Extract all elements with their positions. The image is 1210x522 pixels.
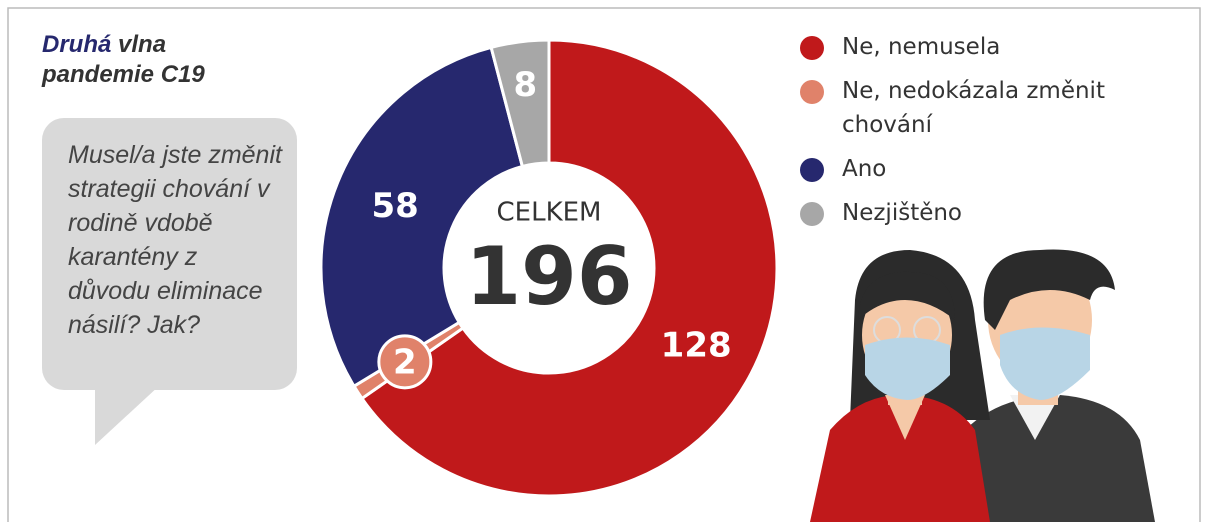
donut-segment [359, 38, 779, 498]
legend: Ne, nemusela Ne, nedokázala změnit chován… [800, 30, 1180, 240]
frame [7, 7, 1201, 522]
legend-item: Ne, nemusela [800, 30, 1142, 64]
legend-label: Nezjištěno [842, 200, 963, 226]
center-total: 196 [466, 230, 633, 323]
illustration [810, 249, 1155, 522]
donut-segment [489, 38, 551, 169]
data-label: 128 [661, 325, 732, 365]
legend-dot [800, 36, 824, 60]
center-label: CELKEM [497, 198, 602, 228]
legend-item: Ano [800, 152, 1142, 186]
legend-label: Ne, nedokázala změnit chování [842, 78, 1105, 138]
data-label: 8 [514, 65, 538, 105]
legend-dot [800, 202, 824, 226]
legend-dot [800, 80, 824, 104]
data-label: 58 [371, 186, 418, 226]
donut-segment [319, 45, 525, 389]
legend-dot [800, 158, 824, 182]
legend-item: Nezjištěno [800, 196, 1142, 230]
title: Druhá vlna pandemie C19 [42, 30, 242, 90]
legend-label: Ano [842, 156, 887, 182]
label-badge [377, 334, 433, 390]
data-label: 2 [393, 342, 417, 382]
speech-bubble [42, 118, 297, 445]
legend-label: Ne, nemusela [842, 34, 1001, 60]
title-emphasis: Druhá [42, 31, 112, 58]
question: Musel/a jste změnit strategii chování v … [68, 141, 282, 339]
title-rest: vlna pandemie C19 [42, 31, 205, 88]
legend-item: Ne, nedokázala změnit chování [800, 74, 1142, 142]
